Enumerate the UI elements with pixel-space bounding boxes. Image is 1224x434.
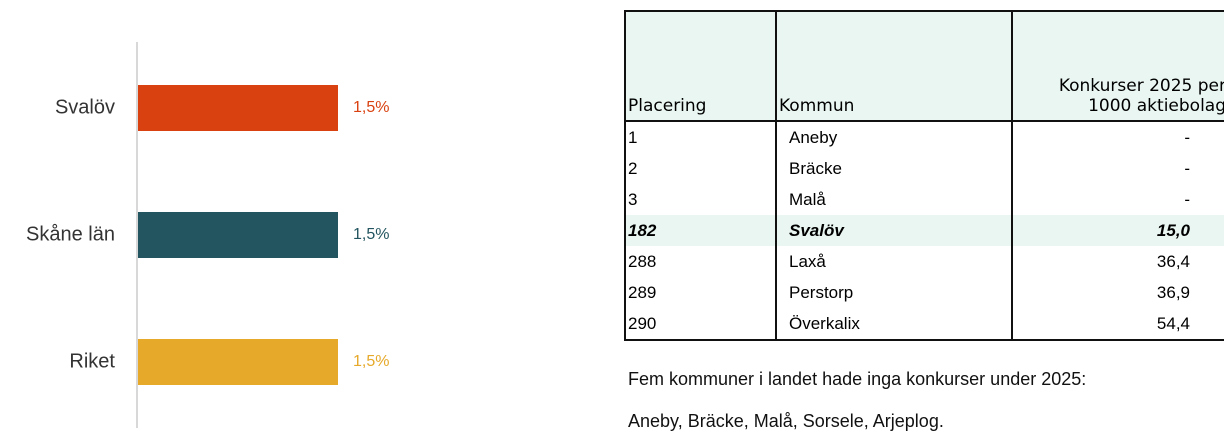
table-row: 1 Aneby -: [624, 121, 1224, 153]
table-cell: Perstorp: [775, 277, 1013, 308]
header-cell: Placering: [624, 10, 777, 122]
table-cell: Överkalix: [775, 308, 1013, 341]
table-cell: Malå: [775, 184, 1013, 215]
table-cell: 3: [624, 184, 777, 215]
table-row: 3 Malå -: [624, 184, 1224, 215]
table-cell: -: [1011, 184, 1224, 215]
header-row: Placering Kommun Konkurser 2025 per 1000…: [624, 10, 1224, 122]
table-row: 182 Svalöv 15,0: [624, 215, 1224, 246]
note: Aneby, Bräcke, Malå, Sorsele, Arjeplog.: [628, 411, 944, 431]
value-label: 1,5%: [353, 99, 389, 116]
table-cell: -: [1011, 153, 1224, 184]
category-label: Riket: [69, 350, 115, 372]
table-cell: Laxå: [775, 246, 1013, 277]
header-cell: Konkurser 2025 per 1000 aktiebolag: [1011, 10, 1224, 122]
table-cell: Svalöv: [775, 215, 1013, 246]
chart: Svalöv 1,5% Skåne län 1,5% Riket 1,5%: [26, 42, 389, 428]
table-cell: -: [1011, 121, 1224, 153]
table-cell: 36,4: [1011, 246, 1224, 277]
table-row: 288 Laxå 36,4: [624, 246, 1224, 277]
table-cell: 182: [624, 215, 777, 246]
table-row: 289 Perstorp 36,9: [624, 277, 1224, 308]
table-cell: Aneby: [775, 121, 1013, 153]
table-cell: 288: [624, 246, 777, 277]
category-label: Svalöv: [55, 96, 115, 118]
table-cell: 2: [624, 153, 777, 184]
bar: [138, 212, 338, 258]
table-cell: 15,0: [1011, 215, 1224, 246]
table-cell: 36,9: [1011, 277, 1224, 308]
ranking-table: Placering Kommun Konkurser 2025 per 1000…: [624, 10, 1224, 341]
table-cell: 54,4: [1011, 308, 1224, 341]
header-cell: Kommun: [775, 10, 1013, 122]
table-cell: 289: [624, 277, 777, 308]
category-label: Skåne län: [26, 223, 115, 245]
table-row: 290 Överkalix 54,4: [624, 308, 1224, 341]
table-cell: 1: [624, 121, 777, 153]
note: Fem kommuner i landet hade inga konkurse…: [628, 369, 1087, 389]
bar: [138, 85, 338, 131]
value-label: 1,5%: [353, 353, 389, 370]
table-cell: 290: [624, 308, 777, 341]
value-label: 1,5%: [353, 226, 389, 243]
table-row: 2 Bräcke -: [624, 153, 1224, 184]
table-cell: Bräcke: [775, 153, 1013, 184]
bar: [138, 339, 338, 385]
